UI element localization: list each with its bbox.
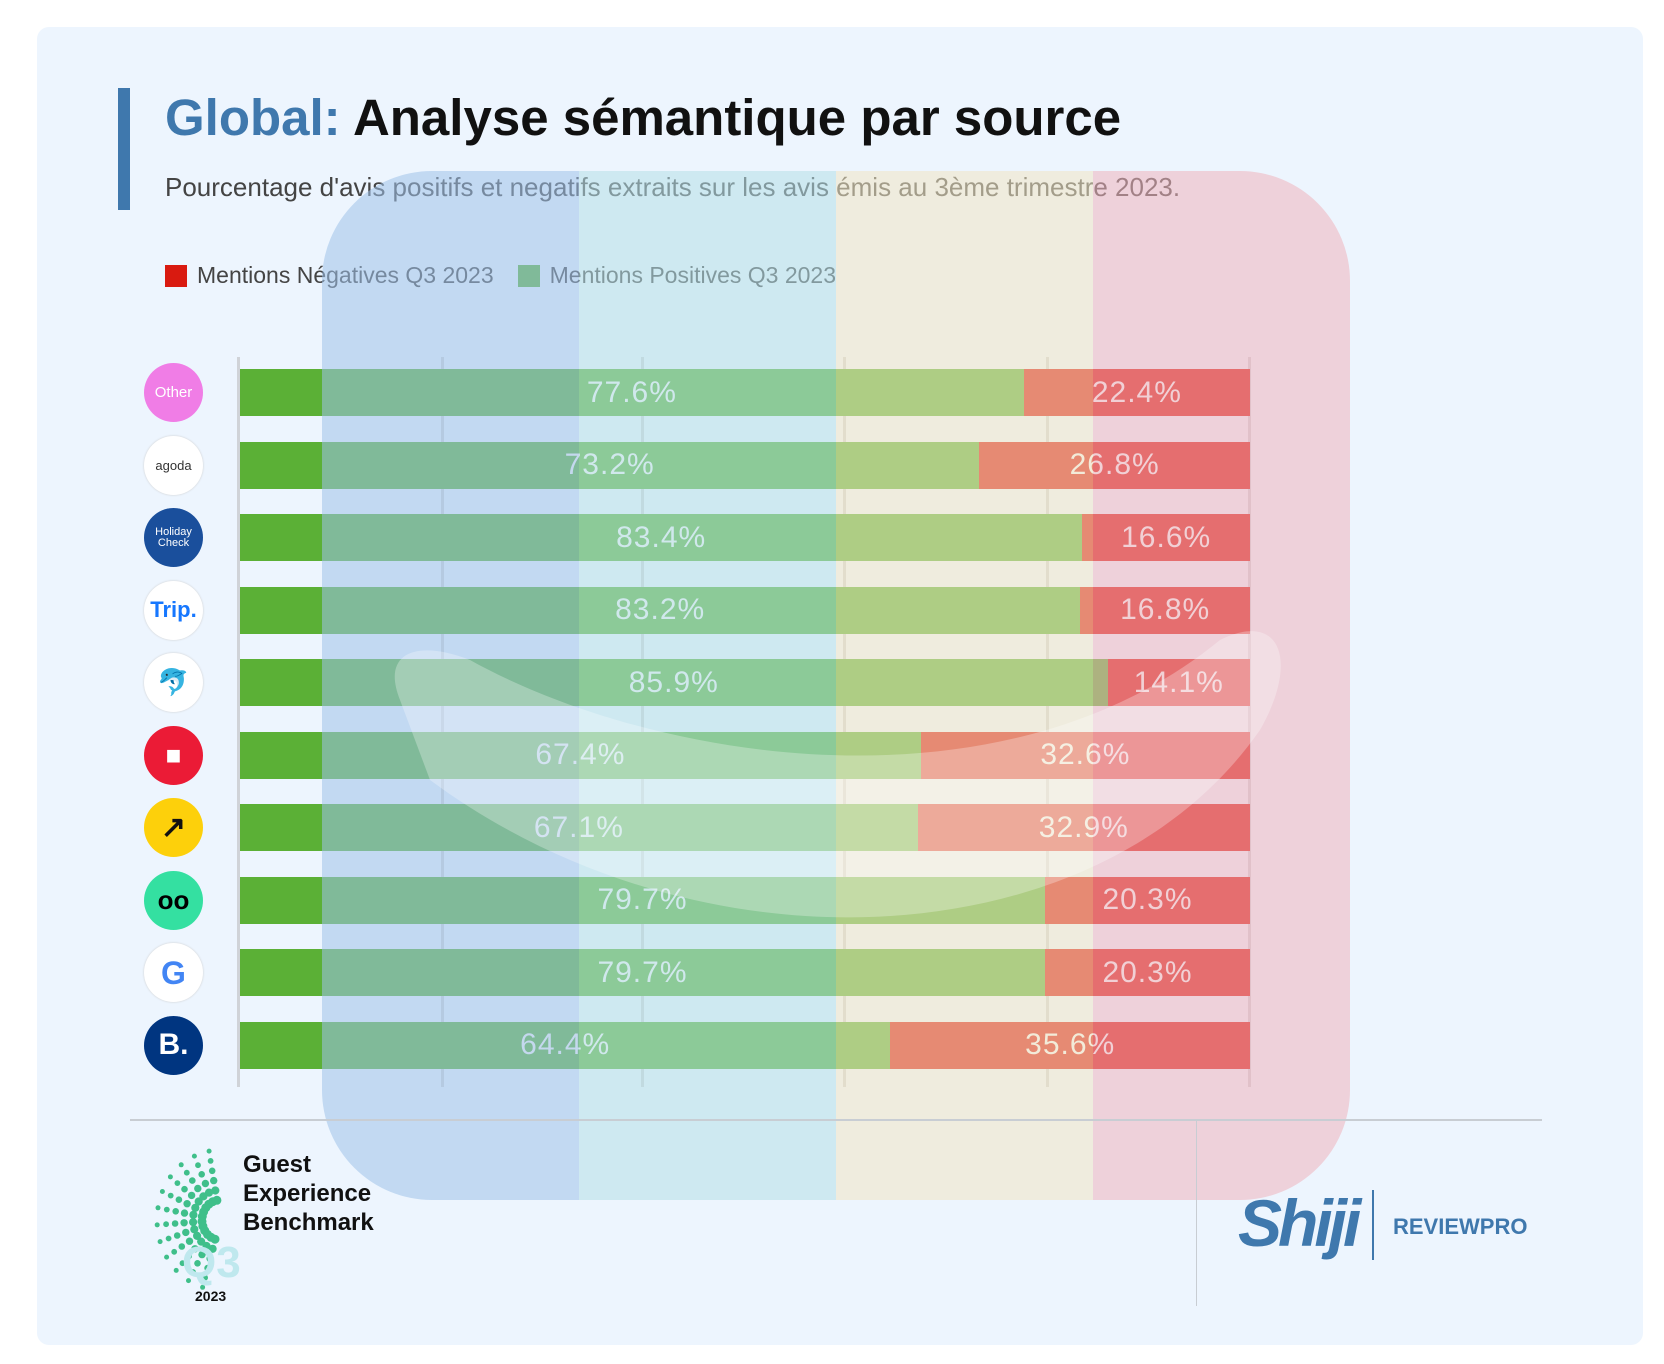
other-logo-icon: Other: [144, 363, 203, 422]
bar-negative: 32.9%: [917, 804, 1250, 851]
bar-negative: 22.4%: [1023, 369, 1250, 416]
benchmark-line: Guest: [243, 1151, 312, 1178]
bar-row-hotels: 67.4% 32.6%: [240, 731, 1250, 779]
shiji-logo: Shiji: [1238, 1186, 1361, 1260]
legend-swatch-negative: [165, 264, 187, 287]
bar-positive: 83.2%: [240, 586, 1081, 634]
grid-tick: [237, 357, 240, 1087]
logo-separator: [1372, 1190, 1374, 1260]
bar-row-tripadvisor: 79.7% 20.3%: [240, 876, 1250, 924]
google-logo-icon: G: [144, 943, 203, 1002]
benchmark-line: Benchmark: [243, 1209, 374, 1236]
reviewpro-logo: REVIEWPRO: [1393, 1214, 1528, 1239]
bar-negative: 20.3%: [1044, 876, 1250, 924]
booking-logo-icon: B.: [144, 1015, 203, 1075]
tripadvisor-logo-icon: oo: [144, 870, 203, 930]
agoda-logo-icon: agoda: [144, 435, 203, 495]
year-label: 2023: [195, 1288, 227, 1304]
footer-divider: [130, 1119, 1542, 1121]
hotels-logo-icon: ■: [144, 725, 203, 785]
bar-positive: 83.4%: [240, 514, 1083, 561]
title-text: Analyse sémantique par source: [352, 89, 1122, 146]
title-accent-bar: [118, 88, 130, 210]
benchmark-logo-dots-icon: [154, 1148, 222, 1290]
bar-row-other: 77.6% 22.4%: [240, 369, 1250, 416]
bar-negative: 20.3%: [1044, 949, 1250, 996]
ctrip-logo-icon: 🐬: [144, 653, 203, 712]
bar-positive: 67.4%: [240, 731, 921, 779]
footer-vertical-divider: [1196, 1120, 1197, 1306]
bar-negative: 26.8%: [979, 441, 1250, 489]
bar-negative: 16.6%: [1082, 514, 1250, 561]
bar-positive: 64.4%: [240, 1021, 891, 1069]
bar-negative: 14.1%: [1107, 659, 1250, 706]
title-prefix: Global:: [165, 89, 341, 146]
bar-row-ctrip: 85.9% 14.1%: [240, 659, 1250, 706]
legend-negative: Mentions Négatives Q3 2023: [165, 262, 494, 289]
bar-row-agoda: 73.2% 26.8%: [240, 441, 1250, 489]
expedia-logo-icon: ↗: [144, 798, 203, 857]
subtitle: Pourcentage d'avis positifs et negatifs …: [165, 172, 1181, 202]
bar-row-google: 79.7% 20.3%: [240, 949, 1250, 996]
bar-positive: 79.7%: [240, 949, 1045, 996]
bar-positive: 67.1%: [240, 804, 918, 851]
legend-swatch-positive: [517, 264, 540, 287]
bar-positive: 85.9%: [240, 659, 1108, 706]
page-title: Global: Analyse sémantique par source: [165, 88, 1121, 147]
bar-negative: 32.6%: [920, 731, 1250, 779]
benchmark-line: Experience: [243, 1180, 372, 1207]
quarter-label: Q3: [182, 1238, 241, 1287]
bar-row-booking: 64.4% 35.6%: [240, 1021, 1250, 1069]
trip-logo-icon: Trip.: [144, 580, 203, 640]
bar-negative: 35.6%: [890, 1021, 1250, 1069]
bar-row-trip: 83.2% 16.8%: [240, 586, 1250, 634]
holidaycheck-logo-icon: Holiday Check: [144, 508, 203, 567]
bar-row-expedia: 67.1% 32.9%: [240, 804, 1250, 851]
legend-label: Mentions Négatives Q3 2023: [197, 262, 494, 288]
legend-label: Mentions Positives Q3 2023: [549, 262, 837, 288]
benchmark-logo-text: Guest Experience Benchmark: [243, 1150, 374, 1237]
bar-positive: 79.7%: [240, 876, 1045, 924]
bar-positive: 77.6%: [240, 369, 1024, 416]
legend: Mentions Négatives Q3 2023 Mentions Posi…: [165, 262, 836, 289]
bar-positive: 73.2%: [240, 441, 980, 489]
legend-positive: Mentions Positives Q3 2023: [517, 262, 837, 289]
bar-negative: 16.8%: [1080, 586, 1250, 634]
bar-row-holidaycheck: 83.4% 16.6%: [240, 514, 1250, 561]
